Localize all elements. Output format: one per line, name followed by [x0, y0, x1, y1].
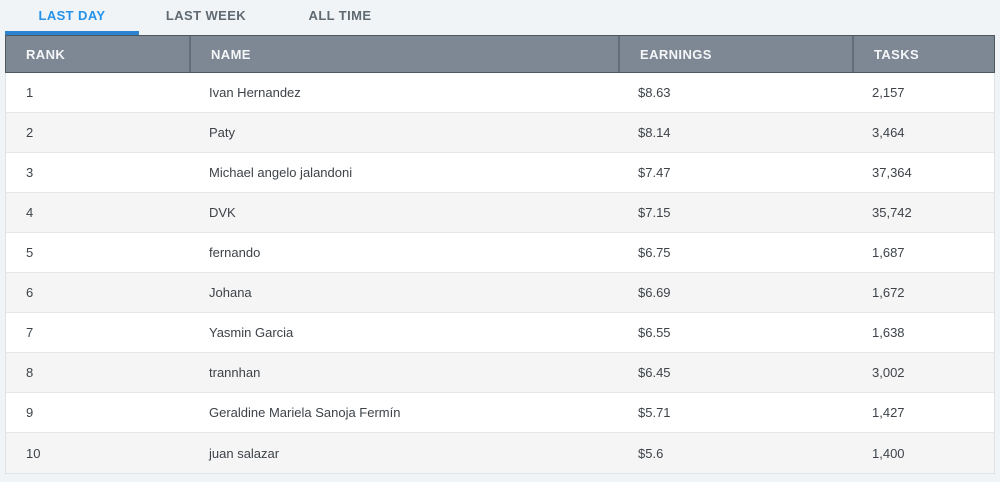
cell-name: Michael angelo jalandoni [209, 165, 353, 180]
table-row: 8 trannhan $6.45 3,002 [6, 353, 994, 393]
cell-tasks: 3,002 [872, 365, 905, 380]
cell-name: DVK [209, 205, 236, 220]
cell-earnings: $6.45 [638, 365, 671, 380]
cell-rank: 10 [26, 445, 41, 461]
cell-tasks: 35,742 [872, 205, 912, 220]
cell-earnings: $5.71 [638, 405, 671, 420]
cell-earnings: $6.69 [638, 285, 671, 300]
cell-name: Ivan Hernandez [209, 85, 301, 100]
cell-name: Yasmin Garcia [209, 325, 294, 340]
tab-bar: LAST DAY LAST WEEK ALL TIME [0, 0, 1000, 35]
table-row: 2 Paty $8.14 3,464 [6, 113, 994, 153]
cell-tasks: 1,427 [872, 405, 905, 420]
table-body: 1 Ivan Hernandez $8.63 2,157 2 Paty $8.1… [5, 73, 995, 474]
cell-name: Geraldine Mariela Sanoja Fermín [209, 405, 401, 420]
table-row: 10 juan salazar $5.6 1,400 [6, 433, 994, 473]
table-row: 5 fernando $6.75 1,687 [6, 233, 994, 273]
cell-rank: 8 [26, 365, 34, 380]
cell-name: Johana [209, 285, 252, 300]
cell-earnings: $8.63 [638, 85, 671, 100]
tab-last-week[interactable]: LAST WEEK [139, 0, 273, 35]
cell-tasks: 1,638 [872, 325, 905, 340]
table-row: 6 Johana $6.69 1,672 [6, 273, 994, 313]
column-header-tasks: TASKS [852, 36, 994, 72]
cell-rank: 2 [26, 125, 34, 140]
column-header-name: NAME [189, 36, 618, 72]
cell-name: trannhan [209, 365, 261, 380]
tab-all-time[interactable]: ALL TIME [273, 0, 407, 35]
column-header-rank: RANK [26, 46, 66, 62]
cell-earnings: $5.6 [638, 445, 664, 461]
cell-tasks: 1,687 [872, 245, 905, 260]
cell-earnings: $7.15 [638, 205, 671, 220]
cell-tasks: 3,464 [872, 125, 905, 140]
cell-earnings: $6.75 [638, 245, 671, 260]
cell-earnings: $6.55 [638, 325, 671, 340]
cell-rank: 1 [26, 85, 34, 100]
cell-rank: 5 [26, 245, 34, 260]
cell-earnings: $7.47 [638, 165, 671, 180]
column-header-earnings: EARNINGS [618, 36, 852, 72]
cell-tasks: 1,672 [872, 285, 905, 300]
table-row: 3 Michael angelo jalandoni $7.47 37,364 [6, 153, 994, 193]
cell-tasks: 37,364 [872, 165, 912, 180]
tab-last-week-label: LAST WEEK [165, 8, 247, 23]
cell-rank: 9 [26, 405, 34, 420]
table-row: 4 DVK $7.15 35,742 [6, 193, 994, 233]
tab-last-day[interactable]: LAST DAY [5, 0, 139, 35]
tab-last-day-label: LAST DAY [38, 8, 106, 23]
cell-tasks: 1,400 [872, 445, 905, 461]
cell-name: juan salazar [209, 445, 280, 461]
cell-name: Paty [209, 125, 236, 140]
table-row: 7 Yasmin Garcia $6.55 1,638 [6, 313, 994, 353]
cell-tasks: 2,157 [872, 85, 905, 100]
leaderboard-table: RANK NAME EARNINGS TASKS 1 Ivan Hernande… [5, 35, 995, 474]
cell-rank: 6 [26, 285, 34, 300]
table-header: RANK NAME EARNINGS TASKS [5, 35, 995, 73]
cell-earnings: $8.14 [638, 125, 671, 140]
cell-name: fernando [209, 245, 261, 260]
cell-rank: 7 [26, 325, 34, 340]
table-row: 1 Ivan Hernandez $8.63 2,157 [6, 73, 994, 113]
tab-all-time-label: ALL TIME [308, 8, 372, 23]
table-row: 9 Geraldine Mariela Sanoja Fermín $5.71 … [6, 393, 994, 433]
cell-rank: 3 [26, 165, 34, 180]
cell-rank: 4 [26, 205, 34, 220]
